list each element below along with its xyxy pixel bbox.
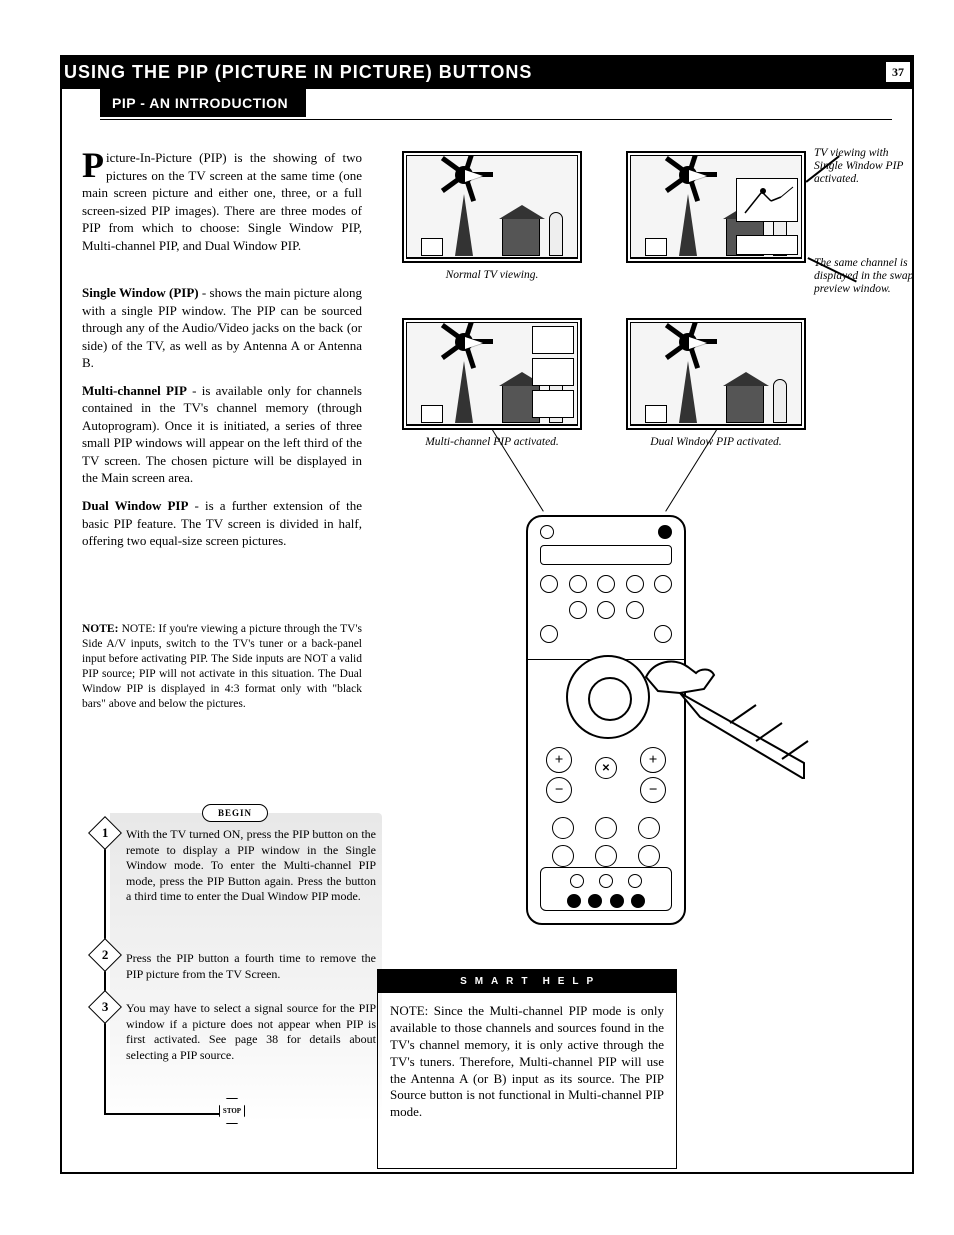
- main-content: PIP - AN INTRODUCTION Picture-In-Picture…: [60, 89, 914, 1174]
- mode2-body: - is available only for channels contain…: [82, 383, 362, 486]
- dpad: [566, 655, 650, 739]
- smart-help-heading: S M A R T H E L P: [378, 970, 676, 993]
- header-bar: USING THE PIP (PICTURE IN PICTURE) BUTTO…: [60, 55, 914, 89]
- screenshot-dual-pip: [626, 318, 806, 430]
- section-rule: [100, 119, 892, 120]
- pip-window: [736, 178, 798, 222]
- ch-down-icon: −: [640, 777, 666, 803]
- step-3-text: You may have to select a signal source f…: [126, 1001, 376, 1063]
- stop-badge: STOP: [219, 1098, 245, 1124]
- begin-badge: BEGIN: [202, 804, 268, 822]
- note-paragraph: NOTE: NOTE: If you're viewing a picture …: [82, 622, 362, 712]
- step-2-text: Press the PIP button a fourth time to re…: [126, 951, 376, 982]
- screenshot-single-pip: [626, 151, 806, 263]
- smart-help-body: NOTE: Since the Multi-channel PIP mode i…: [378, 993, 676, 1131]
- modes-list: Single Window (PIP) - shows the main pic…: [82, 284, 362, 560]
- section-title: PIP - AN INTRODUCTION: [100, 89, 306, 117]
- steps-box: BEGIN 1 2 3 With the TV turned ON, press…: [82, 809, 382, 1159]
- intro-text: icture-In-Picture (PIP) is the showing o…: [82, 150, 362, 253]
- vol-up-icon: +: [546, 747, 572, 773]
- screenshot-normal: [402, 151, 582, 263]
- mode2-title: Multi-channel PIP: [82, 383, 187, 398]
- screenshot-multi-pip: [402, 318, 582, 430]
- caption-multi-pip: Multi-channel PIP activated.: [402, 436, 582, 448]
- pip-swap-preview: [736, 235, 798, 255]
- ok-button: [588, 677, 632, 721]
- power-icon: [658, 525, 672, 539]
- page-number: 37: [885, 61, 911, 83]
- drop-cap: P: [82, 151, 104, 180]
- caption-dual-pip: Dual Window PIP activated.: [626, 436, 806, 448]
- smart-help-box: S M A R T H E L P NOTE: Since the Multi-…: [377, 969, 677, 1169]
- caption-swap-preview: The same channel is displayed in the swa…: [814, 257, 919, 297]
- intro-paragraph: Picture-In-Picture (PIP) is the showing …: [82, 149, 362, 260]
- mute-icon: ✕: [595, 757, 617, 779]
- mode3-title: Dual Window PIP: [82, 498, 188, 513]
- vol-down-icon: −: [546, 777, 572, 803]
- page-title: USING THE PIP (PICTURE IN PICTURE) BUTTO…: [64, 62, 532, 83]
- hand-icon: [644, 649, 814, 779]
- step-1-text: With the TV turned ON, press the PIP but…: [126, 827, 376, 905]
- caption-normal: Normal TV viewing.: [402, 269, 582, 281]
- caption-single-pip: TV viewing with Single Window PIP activa…: [814, 147, 919, 187]
- mode1-title: Single Window (PIP): [82, 285, 199, 300]
